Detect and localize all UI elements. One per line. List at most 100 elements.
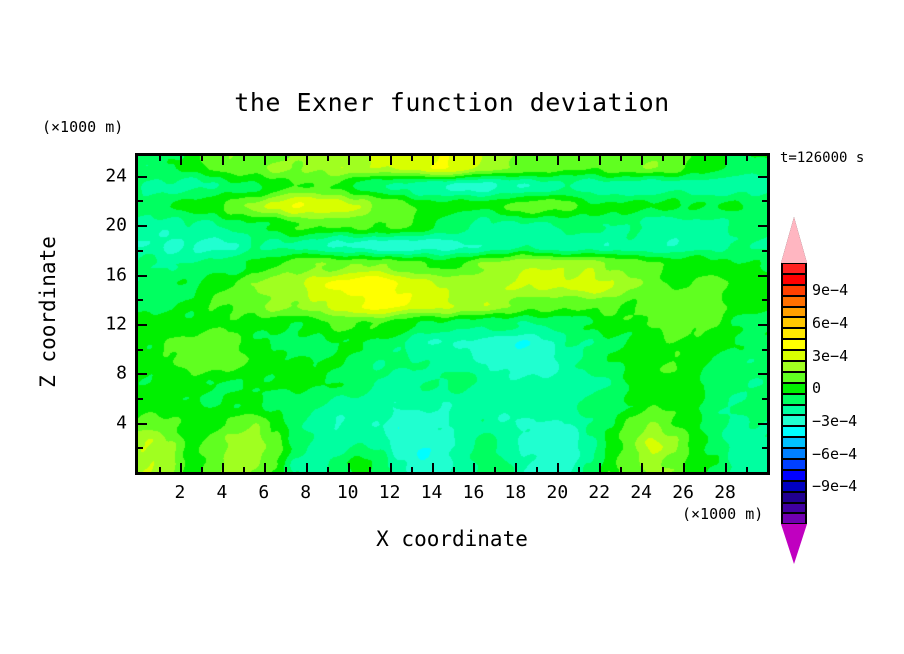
x-tick (368, 156, 371, 161)
colorbar-label: 9e−4 (812, 281, 849, 300)
y-tick (762, 348, 767, 351)
x-tick (410, 156, 413, 161)
x-tick (578, 467, 581, 472)
colorbar[interactable] (781, 217, 807, 565)
colorbar-cell[interactable] (781, 480, 807, 492)
x-tick-label: 2 (174, 482, 186, 503)
x-tick (515, 156, 518, 165)
y-axis-title: Z coordinate (36, 236, 60, 388)
x-axis-title: X coordinate (376, 527, 528, 551)
colorbar-cell[interactable] (781, 273, 807, 285)
y-tick (762, 299, 767, 302)
y-tick (758, 175, 767, 178)
x-tick (494, 467, 497, 472)
y-tick (138, 299, 143, 302)
contour-plot-area[interactable] (135, 153, 770, 475)
y-tick (138, 447, 143, 450)
x-tick-label: 18 (504, 482, 527, 503)
x-tick (662, 467, 665, 472)
y-tick (138, 274, 147, 277)
colorbar-cell[interactable] (781, 502, 807, 514)
time-annotation: t=126000 s (780, 150, 865, 166)
x-tick (347, 156, 350, 165)
colorbar-label: −6e−4 (812, 444, 858, 463)
x-tick (536, 156, 539, 161)
colorbar-cell[interactable] (781, 317, 807, 329)
y-tick-label: 16 (105, 264, 127, 285)
x-tick (431, 463, 434, 472)
y-tick (758, 274, 767, 277)
x-tick-label: 28 (714, 482, 736, 503)
colorbar-cell[interactable] (781, 469, 807, 481)
colorbar-cell[interactable] (781, 437, 807, 449)
colorbar-cell[interactable] (781, 459, 807, 470)
x-tick (746, 467, 749, 472)
y-tick (138, 373, 147, 376)
x-tick (410, 467, 413, 472)
x-tick-label: 6 (258, 482, 270, 503)
colorbar-cell[interactable] (781, 371, 807, 383)
colorbar-cell[interactable] (781, 306, 807, 318)
x-tick-label: 16 (462, 482, 485, 503)
colorbar-cell[interactable] (781, 491, 807, 503)
colorbar-cell[interactable] (781, 513, 807, 525)
y-tick (762, 397, 767, 400)
x-tick (494, 156, 497, 161)
x-tick (305, 156, 308, 165)
x-tick (389, 156, 392, 165)
colorbar-cell[interactable] (781, 284, 807, 296)
x-tick (326, 156, 329, 161)
colorbar-label: 6e−4 (812, 313, 849, 332)
y-tick (758, 225, 767, 228)
x-tick-label: 24 (630, 482, 653, 503)
x-tick (242, 156, 245, 161)
colorbar-cell[interactable] (781, 328, 807, 340)
x-tick (263, 463, 266, 472)
y-tick (138, 323, 147, 326)
x-tick (389, 463, 392, 472)
y-tick-label: 12 (105, 313, 127, 335)
x-tick (284, 467, 287, 472)
colorbar-cell[interactable] (781, 404, 807, 416)
x-tick (179, 156, 182, 165)
x-tick-label: 20 (546, 482, 569, 503)
colorbar-cell[interactable] (781, 295, 807, 307)
x-tick (536, 467, 539, 472)
y-tick (762, 249, 767, 252)
colorbar-cell[interactable] (781, 415, 807, 427)
x-tick (473, 156, 476, 165)
colorbar-label: 0 (812, 379, 822, 398)
y-tick (138, 175, 147, 178)
colorbar-label: −3e−4 (812, 412, 858, 431)
x-axis-unit-label: (×1000 m) (682, 505, 764, 523)
y-tick-label: 8 (116, 362, 127, 384)
colorbar-cell[interactable] (781, 361, 807, 372)
x-tick (221, 156, 224, 165)
x-tick (347, 463, 350, 472)
colorbar-cell[interactable] (781, 426, 807, 438)
x-tick (599, 156, 602, 165)
colorbar-cell[interactable] (781, 339, 807, 351)
colorbar-cell[interactable] (781, 263, 807, 274)
x-tick-label: 4 (216, 482, 228, 503)
x-tick (263, 156, 266, 165)
x-tick (683, 156, 686, 165)
x-tick-label: 10 (336, 482, 359, 503)
x-tick (557, 156, 560, 165)
x-tick (452, 156, 455, 161)
colorbar-cell[interactable] (781, 350, 807, 362)
y-tick (762, 200, 767, 203)
x-tick (284, 156, 287, 161)
colorbar-cell[interactable] (781, 448, 807, 460)
y-tick (138, 397, 143, 400)
x-tick (158, 156, 161, 161)
x-tick (704, 467, 707, 472)
y-tick-label: 4 (116, 412, 127, 434)
colorbar-label: 3e−4 (812, 346, 849, 365)
x-tick (473, 463, 476, 472)
x-tick (368, 467, 371, 472)
colorbar-cell[interactable] (781, 382, 807, 394)
colorbar-under-arrow (781, 524, 807, 565)
x-tick (704, 156, 707, 161)
colorbar-cell[interactable] (781, 393, 807, 405)
